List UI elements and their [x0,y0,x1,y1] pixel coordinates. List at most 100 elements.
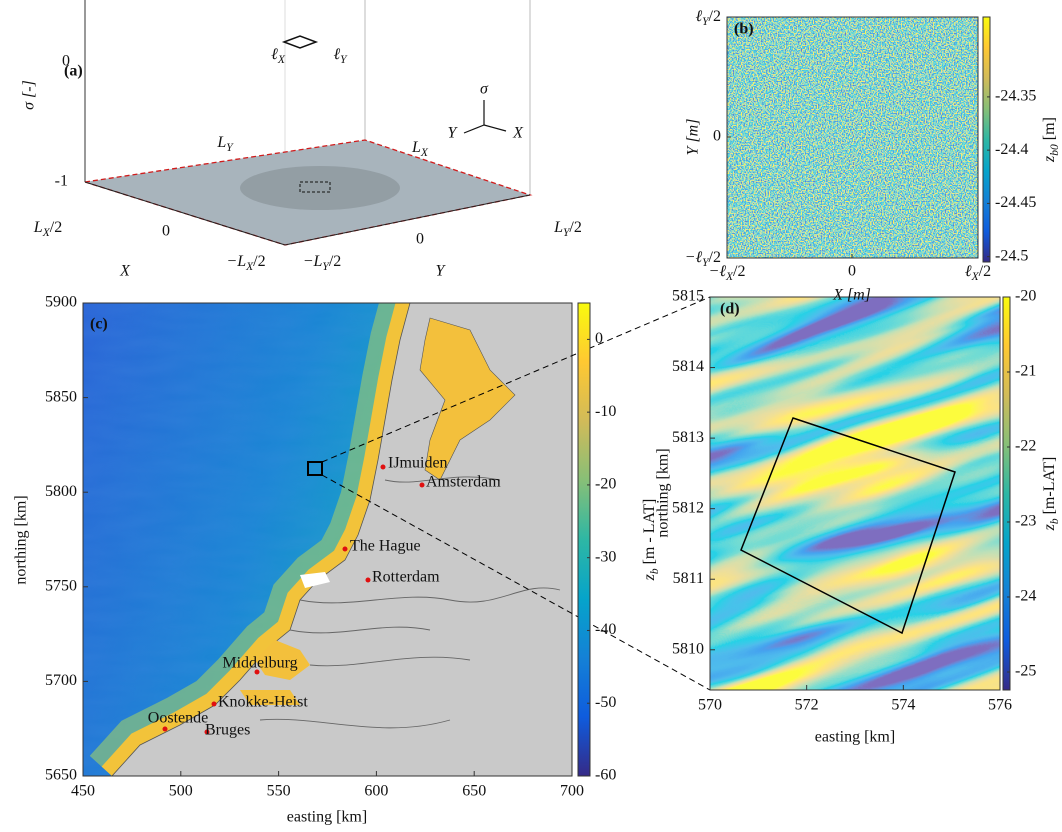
colorbar-tick-label: -50 [595,694,616,711]
y-tick-label: 5811 [673,570,704,587]
city-marker [211,701,217,707]
x-tick-label: 0 [848,263,856,280]
x-tick-label: 572 [795,697,819,714]
x-tick-label-sub: X [245,261,254,273]
y-tick-label: LY/2 [553,219,582,239]
x-tick-label: 550 [267,783,291,800]
colorbar-label: zb0 [m] [1041,117,1061,163]
colorbar [577,302,591,777]
y-tick-label: ℓY/2 [695,8,721,28]
city-marker [342,546,348,552]
triad-label: Y [448,125,459,142]
colorbar-tick-label: -25 [1015,663,1036,680]
colorbar-label-main: z [1041,155,1058,163]
y-tick-label: 5814 [672,358,704,375]
colorbar-tick-label: -24.5 [995,247,1028,264]
x-tick-label-main: ℓ [965,263,972,280]
y-tick-label-sub: Y [702,257,710,269]
x-tick-label-main: −ℓ [709,263,727,280]
y-tick-label-sub: Y [563,227,571,239]
edge-label: LY [216,134,234,154]
x-tick-label-sub: X [725,271,734,283]
x-tick-label: 576 [988,697,1012,714]
x-axis-label: easting [km] [287,809,367,826]
window-label: ℓX [271,46,286,66]
x-tick-label: 570 [698,697,722,714]
y-tick-label: 5810 [672,640,704,657]
y-tick-label-main: −L [303,253,323,270]
x-tick-label-main: −L [226,253,246,270]
y-tick-label-sub: Y [702,16,710,28]
colorbar [982,16,991,263]
colorbar-label-rest: [m-LAT] [1041,457,1058,519]
colorbar-label-rest: [m] [1041,117,1058,144]
y-tick-label: 5750 [45,577,77,594]
edge-label: LX [411,139,429,159]
z-tick-label: -1 [55,173,68,190]
random-field [727,17,978,258]
colorbar-tick-label: -24.45 [995,194,1036,211]
x-tick-label: 450 [71,783,95,800]
z-axis-label: σ [-] [21,80,38,110]
window-label-sub: Y [340,54,348,66]
city-marker [380,464,386,470]
colorbar-tick-label: -60 [595,767,616,784]
y-axis-label: Y [m] [685,119,702,156]
x-tick-label: 0 [162,223,170,240]
y-tick-label: 5812 [672,499,704,516]
city-label: Amsterdam [426,474,501,491]
colorbar-tick-label: -23 [1015,513,1036,530]
y-axis-label: Y [436,263,447,280]
window-label: ℓY [333,46,348,66]
x-tick-label: LX/2 [33,219,62,239]
x-tick-label: 700 [560,783,584,800]
colorbar-label-sub: b0 [1049,144,1061,156]
city-marker [365,577,371,583]
y-tick-label: 5900 [45,294,77,311]
panel-label: (d) [720,301,740,318]
city-label: The Hague [350,538,421,555]
y-tick-label: −ℓY/2 [685,249,721,269]
x-tick-label-rest: /2 [979,263,991,280]
colorbar-tick-label: -10 [595,403,616,420]
edge-label-main: L [216,134,226,151]
x-tick-label: −ℓX/2 [709,263,746,283]
city-label: Middelburg [222,655,297,672]
colorbar-label: zb [m - LAT] [641,499,661,582]
y-tick-label-rest: /2 [329,253,341,270]
y-tick-label-rest: /2 [709,249,721,266]
colorbar-tick-label: -30 [595,548,616,565]
x-tick-label: 650 [462,783,486,800]
domain-outline [740,417,956,635]
panel-c-frame [82,302,573,777]
y-tick-label: 5650 [45,767,77,784]
colorbar [1002,296,1011,691]
window-label-main: ℓ [271,46,278,63]
city-marker [419,482,425,488]
x-axis-label: X [119,263,131,280]
triad-label: σ [480,81,489,98]
window-label-main: ℓ [333,46,340,63]
zoom-box [307,461,323,476]
y-tick-label: 0 [416,231,424,248]
y-tick-label: 0 [713,128,721,145]
y-tick-label: 5800 [45,483,77,500]
y-tick-label-sub: Y [322,261,330,273]
x-tick-label-rest: /2 [50,219,62,236]
x-tick-label-rest: /2 [253,253,265,270]
map-d [710,297,1000,690]
edge-label-sub: X [420,147,429,159]
panel-a-box [84,0,533,246]
city-label: Knokke-Heist [218,694,308,711]
x-axis-label: X [m] [832,287,871,304]
colorbar-tick-label: -20 [595,476,616,493]
edge-label-sub: Y [226,142,234,154]
panel-label: (a) [64,63,83,80]
colorbar-tick-label: -40 [595,621,616,638]
x-tick-label: 574 [891,697,915,714]
y-tick-label: 5815 [672,288,704,305]
colorbar-tick-label: -20 [1015,288,1036,305]
x-tick-label-sub: X [42,227,51,239]
y-tick-label: 5850 [45,388,77,405]
panel-label: (c) [90,316,108,333]
